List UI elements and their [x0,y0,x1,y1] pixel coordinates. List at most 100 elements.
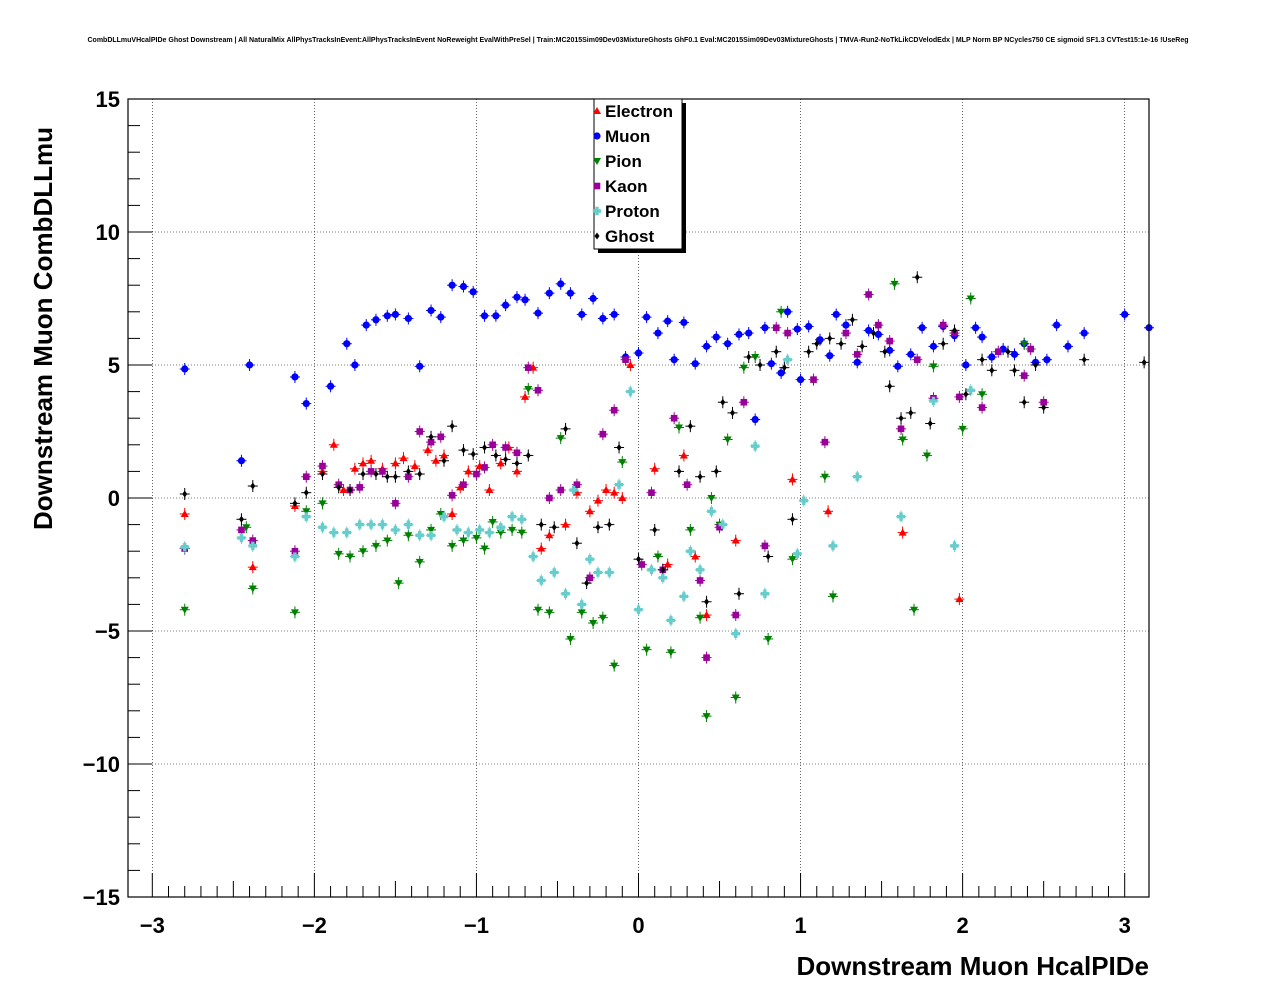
data-point-proton [415,531,424,540]
data-point-muon [521,296,529,304]
data-point-ghost [449,422,455,430]
data-point-proton [760,589,770,598]
data-point-ghost [405,467,411,475]
data-point-kaon [696,577,704,584]
data-point-ghost [482,443,488,451]
y-axis-title: Downstream Muon CombDLLmu [28,127,58,530]
data-point-electron [618,494,627,501]
data-point-ghost [538,521,544,529]
data-point-kaon [473,470,480,478]
data-point-ghost [773,348,779,356]
data-point-kaon [416,428,424,435]
data-point-electron [955,595,964,603]
data-point-ghost [704,598,710,606]
data-point-pion [508,526,517,534]
data-point-electron [431,456,440,464]
data-point-pion [415,558,424,566]
data-point-proton [569,485,578,495]
data-point-kaon [513,449,521,457]
data-point-muon [712,333,720,341]
data-point-kaon [249,537,257,544]
data-point-ghost [347,486,353,494]
data-point-muon [448,281,456,289]
data-point-ghost [989,366,995,374]
data-point-electron [626,361,635,368]
x-tick-label: 1 [794,913,806,938]
data-point-ghost [250,482,256,490]
data-point-muon [404,314,412,323]
data-point-proton [537,576,546,585]
legend-label-kaon: Kaon [605,177,648,196]
data-point-pion [404,532,413,540]
data-point-muon [545,289,553,297]
data-point-proton [355,520,364,529]
data-point-pion [524,385,533,393]
data-point-ghost [616,443,622,451]
data-point-electron [663,560,672,568]
data-point-proton [302,512,311,521]
x-tick-label: −3 [140,913,165,938]
data-point-ghost [827,334,833,342]
data-point-ghost [859,342,865,350]
data-point-muon [929,342,938,350]
y-tick-label: 0 [108,486,120,511]
data-point-kaon [761,542,769,550]
data-point-pion [496,529,505,537]
data-point-ghost [441,457,447,465]
data-point-kaon [740,398,748,406]
data-point-ghost [1041,404,1047,412]
data-point-kaon [853,351,861,358]
data-point-proton [561,589,570,598]
data-point-proton [718,520,727,529]
data-point-ghost [417,470,423,478]
data-point-ghost [384,473,390,481]
data-point-pion [517,529,526,537]
data-point-muon [237,457,246,465]
data-point-proton [614,480,624,489]
data-point-ghost [514,459,520,467]
data-point-muon [459,282,468,291]
data-point-proton [391,525,400,535]
data-point-electron [610,488,619,496]
data-point-muon [181,365,189,373]
legend-marker-electron [593,107,601,114]
data-point-proton [658,573,668,582]
data-point-muon [853,358,861,366]
data-point-electron [350,464,359,472]
data-point-pion [394,580,403,588]
data-point-ghost [392,473,398,481]
error-bars [179,271,1154,723]
data-point-pion [707,495,716,502]
data-point-kaon [573,481,581,488]
data-point-proton [237,533,246,543]
data-point-kaon [557,486,565,494]
data-point-muon [391,310,400,319]
data-point-proton [577,600,586,609]
data-point-ghost [574,539,580,547]
data-point-muon [670,356,678,364]
data-point-electron [691,552,700,560]
data-point-proton [679,592,689,601]
data-point-ghost [336,483,342,491]
data-point-proton [695,565,705,575]
data-point-kaon [716,523,723,531]
data-point-muon [416,362,424,370]
data-point-proton [180,543,189,552]
data-point-kaon [238,526,245,534]
data-point-proton [605,568,614,577]
data-point-electron [423,446,432,454]
data-point-kaon [939,321,947,329]
legend-box [593,98,683,250]
data-point-ghost [1033,361,1039,369]
data-point-kaon [784,329,791,337]
data-point-ghost [606,521,612,529]
data-point-ghost [736,590,742,598]
data-point-proton [585,554,595,564]
data-point-proton [342,528,351,537]
data-point-muon [372,316,380,324]
data-point-pion [383,537,392,545]
data-point-kaon [913,356,921,363]
data-point-proton [707,507,716,516]
data-point-muon [767,360,775,368]
data-point-pion [731,694,740,702]
